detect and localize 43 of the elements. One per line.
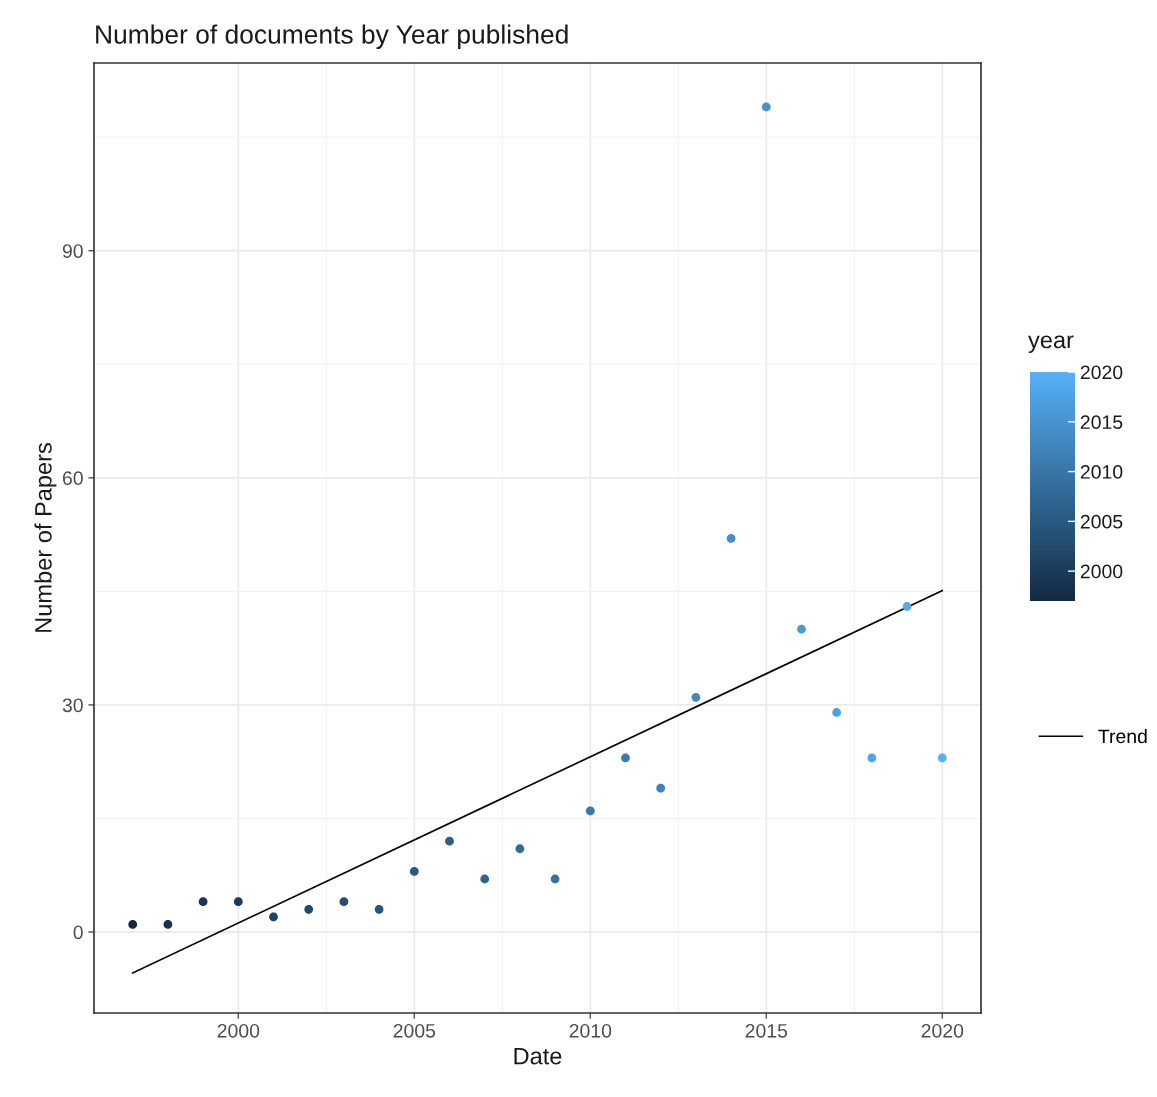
color-bar-label: 2010 bbox=[1080, 465, 1123, 479]
point bbox=[445, 836, 454, 846]
point bbox=[515, 844, 525, 854]
point bbox=[726, 533, 736, 543]
color-bar-label: 2005 bbox=[1080, 514, 1123, 529]
x-tick-label: 2005 bbox=[393, 1023, 436, 1038]
point bbox=[585, 806, 595, 816]
y-tick-label: 90 bbox=[62, 244, 83, 258]
chart-title: Number of documents by Year published bbox=[96, 24, 568, 50]
x-tick-label: 2000 bbox=[217, 1023, 260, 1038]
point bbox=[937, 753, 947, 763]
point bbox=[374, 904, 384, 914]
point bbox=[304, 904, 314, 914]
point bbox=[867, 753, 877, 763]
x-axis-title: Date bbox=[514, 1047, 562, 1065]
point bbox=[797, 624, 806, 634]
point bbox=[691, 692, 701, 702]
point bbox=[902, 602, 912, 611]
x-tick-label: 2020 bbox=[921, 1023, 964, 1038]
x-tick-label: 2010 bbox=[569, 1023, 612, 1038]
point bbox=[198, 897, 208, 907]
color-bar-title: year bbox=[1028, 335, 1074, 353]
y-tick-label: 60 bbox=[62, 471, 83, 486]
color-bar-label: 2000 bbox=[1080, 564, 1123, 579]
point bbox=[480, 874, 490, 884]
point bbox=[621, 753, 630, 763]
point bbox=[761, 102, 771, 112]
point bbox=[550, 874, 560, 884]
x-tick-label: 2015 bbox=[745, 1023, 788, 1038]
point bbox=[656, 783, 666, 793]
y-axis-title: Number of Papers bbox=[34, 443, 57, 632]
point bbox=[339, 897, 349, 907]
y-tick-label: 30 bbox=[62, 698, 83, 713]
point bbox=[233, 897, 243, 907]
point bbox=[128, 920, 138, 929]
point bbox=[269, 912, 278, 922]
color-bar-label: 2015 bbox=[1080, 415, 1123, 430]
point bbox=[163, 920, 173, 929]
point bbox=[832, 708, 842, 717]
legend-label: Trend bbox=[1098, 728, 1147, 744]
point bbox=[409, 867, 419, 876]
y-tick-label: 0 bbox=[73, 925, 83, 940]
color-bar-label: 2020 bbox=[1080, 365, 1123, 380]
